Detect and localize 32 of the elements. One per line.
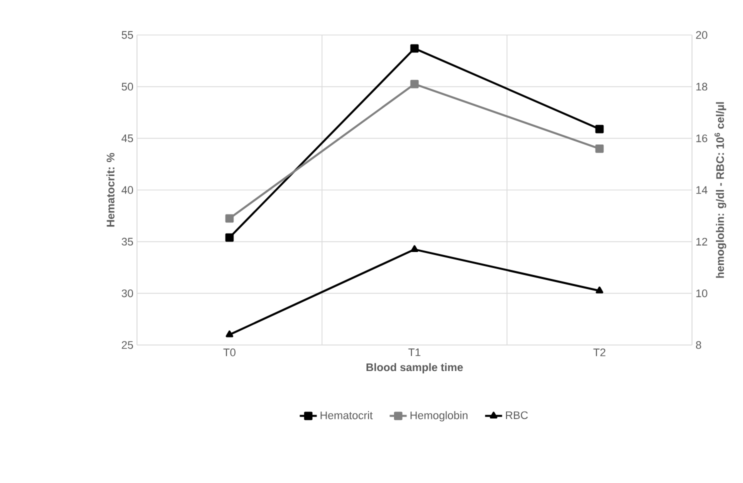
- y-tick-label: 40: [122, 186, 134, 194]
- y-tick-label: 50: [122, 82, 134, 91]
- point: [595, 124, 604, 134]
- point: [595, 144, 604, 153]
- x-axis-title: Blood sample time: [366, 363, 463, 374]
- y2-tick-label: 18: [696, 82, 708, 91]
- x-tick-label: T2: [593, 348, 606, 356]
- point: [596, 286, 604, 294]
- x-tick-label: T1: [408, 348, 420, 356]
- legend-label: RBC: [506, 411, 528, 420]
- point: [225, 214, 234, 223]
- y2-tick-label: 14: [696, 186, 708, 194]
- point: [225, 233, 234, 242]
- y-tick-label: 30: [122, 289, 134, 298]
- y-tick-label: 45: [122, 134, 134, 142]
- y2-axis-title: hemoglobin: g/dl - RBC: 10$^{6}$ cel/µl: [714, 102, 726, 278]
- y2-tick-label: 8: [696, 341, 702, 349]
- y2-tick-label: 10: [696, 289, 708, 298]
- y2-tick-label: 16: [696, 134, 708, 142]
- y-tick-label: 25: [122, 341, 134, 349]
- legend-label: Hematocrit: [320, 411, 373, 420]
- legend-label: Hemoglobin: [410, 411, 468, 422]
- y-tick-label: 35: [122, 238, 134, 246]
- y2-tick-label: 20: [696, 31, 708, 39]
- y-axis-title: Hematocrit: %: [106, 152, 114, 227]
- point: [226, 330, 234, 338]
- y-tick-label: 55: [122, 31, 134, 39]
- y2-tick-label: 12: [696, 238, 708, 246]
- point: [410, 80, 419, 88]
- x-tick-label: T0: [223, 348, 236, 356]
- point: [410, 44, 419, 53]
- point: [410, 245, 418, 252]
